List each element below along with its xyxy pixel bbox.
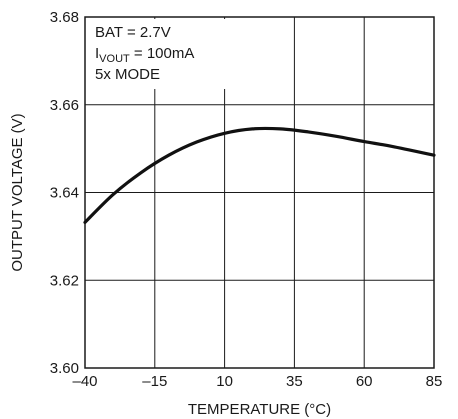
annotation-box [87,19,227,89]
annotation-current-symbol: I [95,45,99,62]
x-tick-label: 85 [426,373,443,390]
x-tick-label: –15 [142,373,167,390]
x-tick-label: 10 [216,373,233,390]
series-line [83,126,436,224]
y-axis-title: OUTPUT VOLTAGE (V) [9,113,26,271]
y-tick-label: 3.60 [50,360,79,377]
annotation-current-subscript: VOUT [99,53,130,65]
x-tick-label: 60 [356,373,373,390]
y-tick-label: 3.66 [50,97,79,114]
annotation-battery: BAT = 2.7V [95,24,171,41]
y-tick-label: 3.62 [50,272,79,289]
x-tick-label: –40 [72,373,97,390]
annotation-load-current: IVOUT = 100mA [95,45,194,65]
annotation-mode: 5x MODE [95,66,160,83]
y-tick-label: 3.64 [50,185,79,202]
annotation-current-value: = 100mA [130,45,195,62]
tick-labels: –40 –15 10 35 60 85 3.60 3.62 3.64 3.66 3.68 [50,9,443,390]
x-axis-title: TEMPERATURE (°C) [188,401,331,418]
series [83,126,436,224]
y-tick-label: 3.68 [50,9,79,26]
plot-frame [84,16,435,369]
x-tick-label: 35 [286,373,303,390]
